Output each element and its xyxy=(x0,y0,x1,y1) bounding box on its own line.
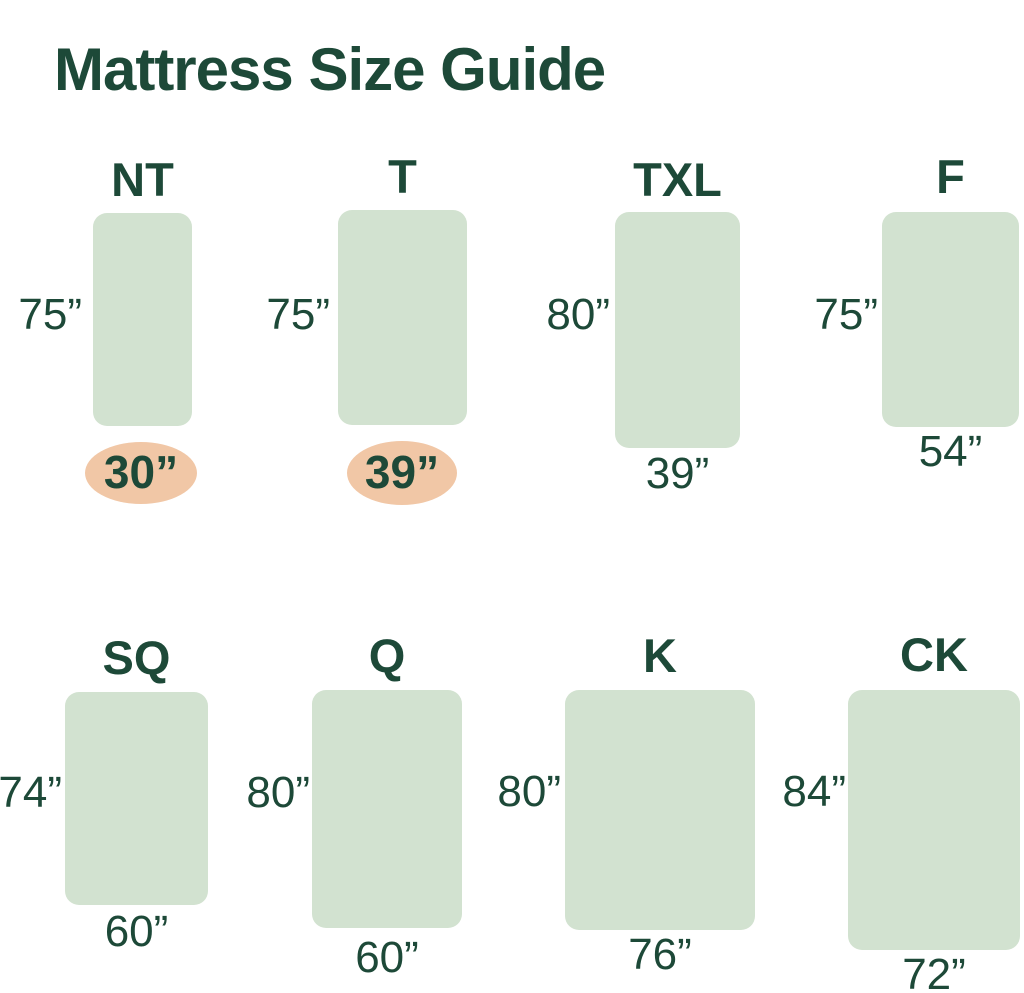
mattress-width-label: 39” xyxy=(645,449,710,498)
mattress-length-label: 75” xyxy=(266,290,330,339)
width-highlight-oval: 39” xyxy=(347,441,457,505)
mattress-length-label: 80” xyxy=(246,768,310,817)
mattress-code-label: K xyxy=(643,629,677,682)
mattress-length-label: 84” xyxy=(782,767,846,816)
mattress-width-label: 60” xyxy=(355,933,419,982)
mattress-code-label: T xyxy=(388,150,417,203)
page-title: Mattress Size Guide xyxy=(54,36,606,104)
mattress-length-label: 80” xyxy=(546,290,610,339)
mattress-rect xyxy=(565,690,755,930)
mattress-code-label: CK xyxy=(900,628,968,681)
mattress-code-label: Q xyxy=(368,629,406,682)
mattress-rect xyxy=(93,213,192,426)
mattress-width-label: 60” xyxy=(104,907,169,956)
mattress-rect xyxy=(615,212,740,448)
mattress-rect xyxy=(65,692,208,905)
mattress-code-label: NT xyxy=(111,153,174,206)
mattress-width-label: 30” xyxy=(103,446,179,498)
mattress-rect xyxy=(312,690,462,928)
mattress-width-label: 76” xyxy=(628,930,692,979)
mattress-rect xyxy=(338,210,467,425)
mattress-width-label: 39” xyxy=(364,446,440,498)
mattress-length-label: 74” xyxy=(0,768,62,817)
mattress-width-label: 54” xyxy=(918,427,983,476)
mattress-code-label: F xyxy=(936,150,965,203)
width-highlight-oval: 30” xyxy=(85,442,197,504)
mattress-code-label: TXL xyxy=(633,153,722,206)
mattress-length-label: 75” xyxy=(814,290,878,339)
mattress-rect xyxy=(848,690,1020,950)
mattress-width-label: 72” xyxy=(902,950,966,993)
mattress-rect xyxy=(882,212,1019,427)
mattress-length-label: 75” xyxy=(18,290,82,339)
mattress-code-label: SQ xyxy=(102,631,171,684)
mattress-length-label: 80” xyxy=(497,767,561,816)
